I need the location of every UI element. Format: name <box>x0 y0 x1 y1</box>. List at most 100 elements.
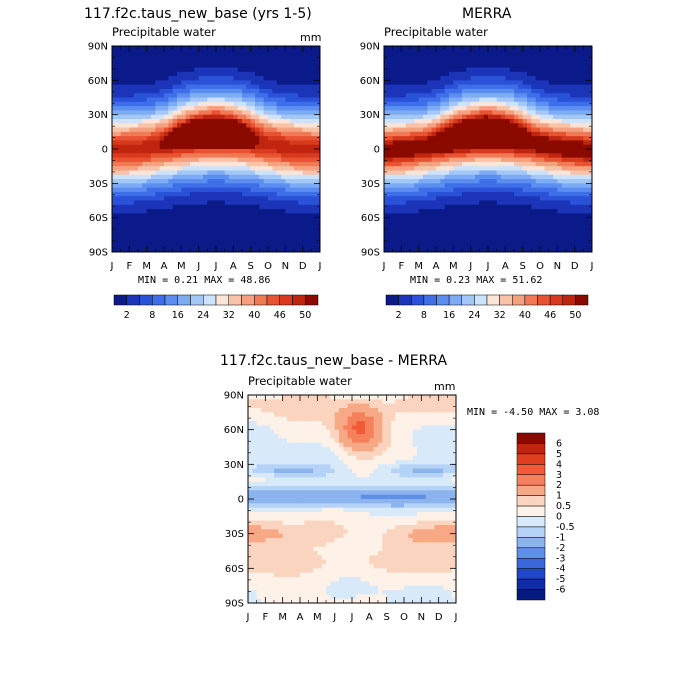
panel-merra-field-cell <box>449 46 454 51</box>
panel-model-field-cell <box>302 209 308 214</box>
panel-merra-field-cell <box>483 226 489 232</box>
panel-model-field-cell <box>181 63 187 69</box>
panel-model-field-cell <box>294 234 299 240</box>
panel-model-field-cell <box>302 54 308 60</box>
panel-model-field-cell <box>220 84 226 90</box>
panel-model-field-cell <box>246 123 252 129</box>
panel-model-field-cell <box>259 118 265 124</box>
panel-model-field-cell <box>129 46 135 51</box>
panel-merra-field-cell <box>462 153 467 159</box>
panel-merra-field-cell <box>392 118 398 124</box>
panel-model-field-cell <box>190 50 195 56</box>
panel-model-field-cell <box>194 166 200 172</box>
panel-merra-field-cell <box>496 46 502 51</box>
panel-merra-field-cell <box>553 140 558 146</box>
panel-model-field-cell <box>272 226 278 232</box>
panel-model-field-cell <box>181 161 187 167</box>
panel-model-field-cell <box>268 209 273 214</box>
panel-model-field-cell <box>168 88 174 94</box>
panel-model-field-cell <box>216 196 221 202</box>
panel-merra-field-cell <box>392 247 398 252</box>
panel-model-field-cell <box>311 166 317 172</box>
panel-merra-field-cell <box>518 80 524 86</box>
panel-model-field-cell <box>185 46 191 51</box>
panel-merra-field-cell <box>501 204 506 210</box>
panel-model-field-cell <box>263 247 269 252</box>
panel-model-field-cell <box>315 46 320 51</box>
panel-model-field-cell <box>315 243 320 249</box>
panel-merra-field-cell <box>566 76 571 81</box>
panel-model-field-cell <box>255 93 260 99</box>
panel-model-field-cell <box>289 136 295 142</box>
panel-merra-field-cell <box>509 76 515 81</box>
panel-model-field-cell <box>272 101 278 107</box>
panel-model-field-cell <box>311 101 317 107</box>
panel-model-field-cell <box>281 46 286 51</box>
panel-merra-field-cell <box>449 93 454 99</box>
panel-merra-field-cell <box>388 234 394 240</box>
panel-merra-field-cell <box>483 71 489 77</box>
panel-merra-field-cell <box>514 157 519 163</box>
panel-merra-field-cell <box>436 46 441 51</box>
panel-model-field-cell <box>259 93 265 99</box>
panel-model-field-cell <box>246 247 252 252</box>
panel-merra-field-cell <box>483 76 489 81</box>
panel-model-colorbar-box <box>292 294 306 306</box>
panel-merra-field-cell <box>449 153 454 159</box>
panel-merra-field-cell <box>392 149 398 154</box>
panel-model-field-cell <box>307 97 312 103</box>
panel-model-field-cell <box>194 136 200 142</box>
panel-model-field-cell <box>125 149 130 154</box>
panel-merra-field-cell <box>384 174 389 180</box>
panel-merra-field-cell <box>566 71 571 77</box>
panel-model-field-cell <box>198 136 204 142</box>
panel-merra-field-cell <box>449 200 454 206</box>
panel-merra-field-cell <box>453 97 459 103</box>
panel-merra-field-cell <box>414 131 420 137</box>
panel-merra-field-cell <box>410 230 415 236</box>
panel-model-field-cell <box>142 234 148 240</box>
panel-model-field-cell <box>315 50 320 56</box>
panel-merra-field-cell <box>496 200 502 206</box>
panel-merra-field-cell <box>496 204 502 210</box>
panel-diff-field <box>248 395 456 603</box>
panel-merra-field-cell <box>514 166 519 172</box>
panel-model-field-cell <box>168 226 174 232</box>
panel-model-field-cell <box>155 243 161 249</box>
panel-merra-field-cell <box>561 191 567 197</box>
panel-merra-field-cell <box>540 204 545 210</box>
panel-model-field-cell <box>272 191 278 197</box>
panel-merra-field-cell <box>514 110 519 116</box>
panel-model-field-cell <box>116 187 122 193</box>
panel-model-field-cell <box>112 239 117 245</box>
panel-merra-field-cell <box>475 114 480 120</box>
panel-model-field-cell <box>285 101 291 107</box>
panel-merra-xtick-label: A <box>433 261 440 272</box>
panel-model-xtick-label: M <box>177 261 186 272</box>
panel-merra-field-cell <box>388 46 394 51</box>
panel-model-field-cell <box>198 123 204 129</box>
panel-merra-field-cell <box>388 144 394 150</box>
panel-diff-field-cell <box>252 585 258 591</box>
panel-model-field-cell <box>307 200 312 206</box>
panel-model-field-cell <box>285 187 291 193</box>
panel-model-field-cell <box>302 161 308 167</box>
panel-merra-field-cell <box>496 136 502 142</box>
panel-merra-field-cell <box>505 247 511 252</box>
panel-model-field-cell <box>294 179 299 184</box>
panel-model-field-cell <box>146 230 152 236</box>
panel-model-field-cell <box>242 54 247 60</box>
panel-model-field-cell <box>146 144 152 150</box>
panel-model-field-cell <box>216 204 221 210</box>
panel-model-field-cell <box>138 200 143 206</box>
panel-model-field-cell <box>181 226 187 232</box>
panel-merra-field-cell <box>501 114 506 120</box>
panel-model-field-cell <box>220 153 226 159</box>
panel-merra-field-cell <box>392 114 398 120</box>
panel-model-field-cell <box>151 204 156 210</box>
panel-model-field-cell <box>112 149 117 154</box>
panel-merra-field-cell <box>505 101 511 107</box>
panel-merra-field-cell <box>414 166 420 172</box>
panel-model-field-cell <box>220 179 226 184</box>
panel-model-field-cell <box>307 179 312 184</box>
